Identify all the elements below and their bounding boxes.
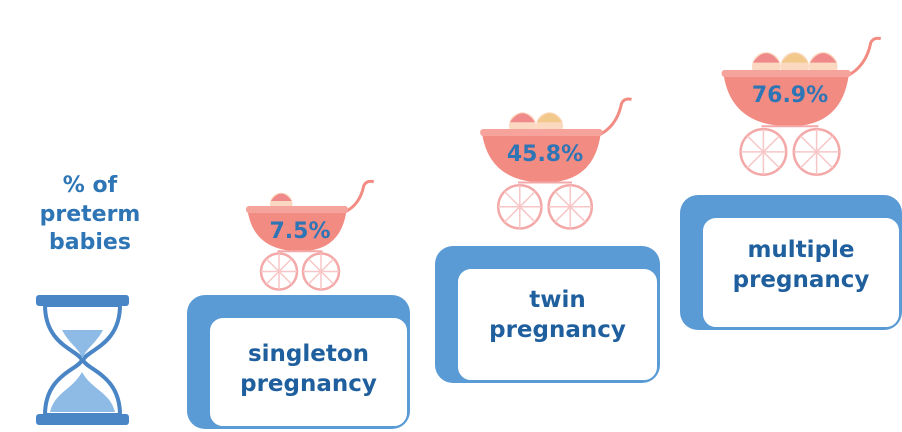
pregnancy-label: twin pregnancy bbox=[489, 287, 626, 343]
spoke bbox=[503, 206, 521, 223]
spoke bbox=[569, 190, 587, 208]
spoke bbox=[265, 258, 280, 273]
spoke bbox=[278, 270, 293, 285]
pram-rim bbox=[721, 70, 851, 77]
spoke bbox=[762, 135, 781, 153]
spoke bbox=[265, 270, 280, 285]
spoke bbox=[569, 206, 587, 223]
baby-hair bbox=[536, 113, 563, 123]
baby-hair bbox=[270, 193, 292, 201]
spoke bbox=[307, 270, 322, 285]
pram-rim bbox=[480, 129, 603, 136]
pregnancy-label: singleton pregnancy bbox=[240, 341, 377, 397]
pram bbox=[480, 97, 632, 230]
spoke bbox=[816, 135, 834, 153]
pregnancy-label: multiple pregnancy bbox=[732, 237, 870, 293]
baby-hair bbox=[752, 53, 780, 63]
value-label: 45.8% bbox=[506, 142, 584, 167]
pram-basket bbox=[247, 210, 347, 252]
value-label: 7.5% bbox=[269, 219, 331, 244]
spoke bbox=[554, 206, 571, 223]
spoke bbox=[762, 151, 781, 169]
baby-hair bbox=[809, 53, 837, 63]
spoke bbox=[799, 151, 818, 169]
pram-handle bbox=[598, 97, 632, 137]
spoke bbox=[519, 206, 536, 223]
spoke bbox=[320, 270, 335, 285]
spoke bbox=[746, 151, 764, 169]
pram-rim bbox=[246, 206, 348, 213]
hourglass bbox=[36, 295, 129, 425]
value-label: 76.9% bbox=[751, 83, 829, 108]
pram bbox=[721, 36, 882, 176]
platform-card bbox=[456, 267, 659, 382]
baby-hair bbox=[781, 53, 809, 63]
spoke bbox=[816, 151, 834, 169]
spoke bbox=[503, 190, 521, 208]
title: % of preterm babies bbox=[39, 173, 141, 256]
pram-basket bbox=[482, 133, 601, 183]
pram-handle bbox=[846, 36, 882, 78]
spoke bbox=[320, 258, 335, 273]
platform-card bbox=[208, 316, 409, 428]
pram bbox=[246, 179, 375, 291]
platform-card bbox=[701, 216, 901, 329]
spoke bbox=[278, 258, 293, 273]
spoke bbox=[307, 258, 322, 273]
spoke bbox=[519, 190, 536, 208]
spoke bbox=[554, 190, 571, 208]
pram-handle bbox=[344, 179, 375, 214]
baby-hair bbox=[509, 113, 536, 123]
pram-basket bbox=[723, 74, 849, 127]
spoke bbox=[746, 135, 764, 153]
spoke bbox=[799, 135, 818, 153]
